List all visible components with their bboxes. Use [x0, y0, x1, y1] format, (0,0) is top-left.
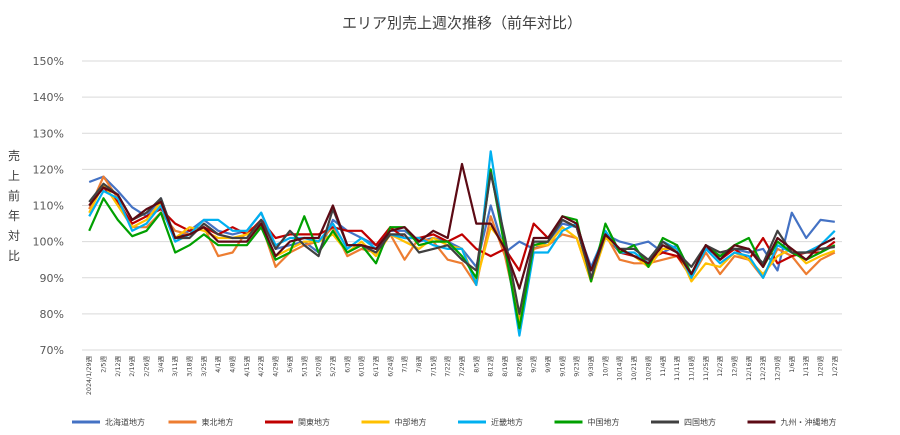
x-tick-label: 2/5週	[99, 355, 108, 372]
y-tick-label: 130%	[33, 127, 64, 140]
x-tick-label: 6/3週	[342, 355, 351, 372]
x-tick-label: 9/30週	[586, 355, 595, 376]
series-line	[88, 175, 836, 323]
y-tick-label: 140%	[33, 91, 64, 104]
x-tick-label: 1/13週	[801, 355, 810, 376]
gridlines	[82, 60, 842, 351]
x-tick-label: 5/27週	[328, 355, 337, 376]
x-tick-label: 6/24週	[385, 355, 394, 376]
legend-label: 九州・沖縄地方	[781, 417, 837, 427]
x-tick-label: 5/20週	[314, 355, 323, 376]
x-tick-label: 5/13週	[299, 355, 308, 376]
x-tick-label: 8/12週	[486, 355, 495, 376]
y-tick-label: 110%	[33, 200, 64, 213]
x-tick-label: 4/8週	[228, 355, 237, 372]
y-axis-label-char: 対	[8, 229, 20, 243]
y-tick-label: 70%	[40, 344, 64, 357]
x-tick-label: 12/23週	[758, 355, 767, 380]
y-axis-label-char: 前	[8, 188, 20, 203]
legend-label: 北海道地方	[105, 417, 145, 427]
y-axis-label-char: 年	[8, 209, 20, 223]
x-tick-label: 11/11週	[672, 355, 681, 380]
x-tick-label: 10/21週	[629, 355, 638, 380]
x-tick-label: 7/15週	[428, 355, 437, 376]
x-tick-label: 11/4週	[658, 355, 667, 376]
x-tick-label: 9/2週	[529, 355, 538, 372]
legend-label: 東北地方	[202, 417, 234, 427]
x-tick-label: 7/1週	[400, 355, 409, 372]
x-tick-label: 12/2週	[715, 355, 724, 376]
x-tick-label: 4/1週	[213, 355, 222, 372]
x-tick-label: 4/29週	[271, 355, 280, 376]
x-tick-label: 9/16週	[557, 355, 566, 376]
x-tick-label: 6/17週	[371, 355, 380, 376]
x-tick-label: 3/18週	[185, 355, 194, 376]
x-tick-label: 1/27週	[830, 355, 839, 376]
x-tick-label: 12/30週	[772, 355, 781, 380]
legend: 北海道地方 東北地方 関東地方 中部地方 近畿地方 中国地方 四国地方 九州・沖縄地方	[72, 417, 837, 427]
x-tick-label: 9/9週	[543, 355, 552, 372]
legend-label: 近畿地方	[491, 417, 523, 427]
series-lines	[88, 150, 836, 337]
legend-label: 中部地方	[395, 417, 427, 427]
series-line	[88, 150, 836, 337]
y-tick-label: 80%	[40, 308, 64, 321]
x-tick-label: 4/22週	[256, 355, 265, 376]
x-tick-label: 2/19週	[127, 355, 136, 376]
x-tick-label: 12/16週	[744, 355, 753, 380]
x-tick-label: 11/25週	[701, 355, 710, 380]
series-line	[88, 171, 835, 315]
x-tick-label: 7/22週	[443, 355, 452, 376]
y-axis-label-char: 売	[8, 148, 20, 163]
x-tick-label: 3/25週	[199, 355, 208, 376]
x-tick-label: 11/18週	[686, 355, 695, 380]
y-axis-label-char: 比	[8, 249, 20, 263]
x-tick-label: 2024/1/29週	[84, 355, 93, 395]
x-axis-ticks: 2024/1/29週 2/5週 2/12週 2/19週 2/26週 3/4週 3/11週 3/…	[84, 355, 839, 395]
x-tick-label: 10/7週	[600, 355, 609, 376]
x-tick-label: 2/12週	[113, 355, 122, 376]
x-tick-label: 1/6週	[787, 355, 796, 372]
series-line	[88, 162, 836, 290]
x-tick-label: 8/19週	[500, 355, 509, 376]
x-tick-label: 4/15週	[242, 355, 251, 376]
legend-label: 中国地方	[588, 417, 620, 427]
x-tick-label: 8/26週	[514, 355, 523, 376]
x-tick-label: 9/23週	[572, 355, 581, 376]
y-tick-label: 100%	[33, 236, 64, 249]
x-tick-label: 6/10週	[357, 355, 366, 376]
x-tick-label: 3/11週	[170, 355, 179, 376]
x-tick-label: 2/26週	[142, 355, 151, 376]
y-tick-label: 90%	[40, 272, 64, 285]
legend-label: 四国地方	[684, 417, 716, 427]
x-tick-label: 3/4週	[156, 355, 165, 372]
x-tick-label: 12/9週	[729, 355, 738, 376]
y-axis-label-char: 上	[8, 169, 20, 183]
chart-title: エリア別売上週次推移（前年対比）	[342, 14, 582, 32]
y-tick-label: 120%	[33, 163, 64, 176]
x-tick-label: 7/8週	[414, 355, 423, 372]
legend-label: 関東地方	[298, 417, 330, 427]
x-tick-label: 7/29週	[457, 355, 466, 376]
y-tick-label: 150%	[33, 55, 64, 68]
x-tick-label: 8/5週	[471, 355, 480, 372]
x-tick-label: 1/20週	[815, 355, 824, 376]
x-tick-label: 5/6週	[285, 355, 294, 372]
x-tick-label: 10/14週	[615, 355, 624, 380]
x-tick-label: 10/28週	[643, 355, 652, 380]
y-axis-ticks: 150% 140% 130% 120% 110% 100% 90% 80% 70%	[33, 55, 64, 357]
